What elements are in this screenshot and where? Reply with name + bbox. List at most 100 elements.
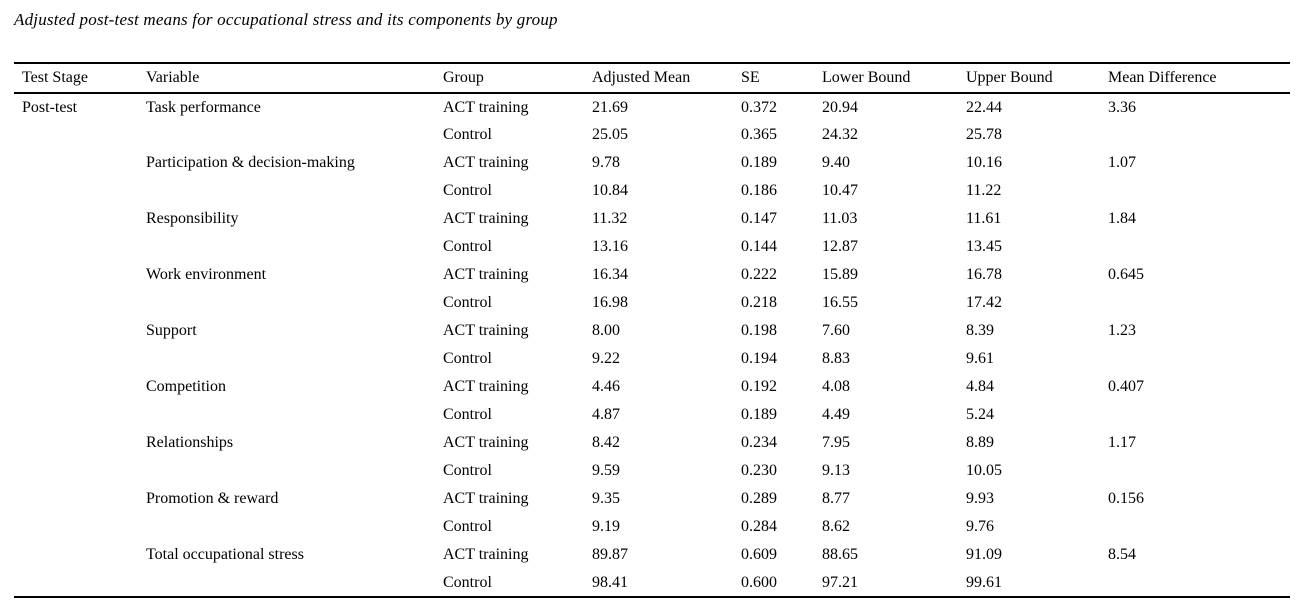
table-cell [14, 149, 146, 177]
column-header: Mean Difference [1108, 63, 1290, 94]
table-cell [14, 485, 146, 513]
table-cell: 8.89 [966, 434, 994, 451]
column-header: Adjusted Mean [592, 63, 741, 94]
table-row: Relationships ACT training 8.42 0.234 7.95 8.… [14, 429, 1290, 457]
table-cell: ACT training [443, 154, 529, 171]
table-cell: 0.234 [741, 434, 777, 451]
table-cell: 7.95 [822, 434, 850, 451]
table-cell: Control [443, 126, 492, 143]
table-cell [14, 401, 146, 429]
table-cell: Control [443, 518, 492, 535]
table-cell: ACT training [443, 434, 529, 451]
table-row: Control 9.22 0.194 8.83 9.61 [14, 345, 1290, 373]
table-row: Support ACT training 8.00 0.198 7.60 8.39 1.23 [14, 317, 1290, 345]
table-cell: Control [443, 182, 492, 199]
table-cell [1108, 569, 1290, 597]
table-cell: 0.218 [741, 294, 777, 311]
table-cell [146, 513, 443, 541]
table-cell: 8.39 [966, 322, 994, 339]
table-row: Control 10.84 0.186 10.47 11.22 [14, 177, 1290, 205]
table-cell [1108, 401, 1290, 429]
table-row: Competition ACT training 4.46 0.192 4.08 4.84… [14, 373, 1290, 401]
table-row: Post-test Task performance ACT training 21.… [14, 93, 1290, 121]
table-cell [14, 541, 146, 569]
table-cell [146, 457, 443, 485]
table-cell: 4.49 [822, 406, 850, 423]
table-cell: 9.22 [592, 350, 620, 367]
table-cell: Control [443, 350, 492, 367]
table-cell [14, 233, 146, 261]
table-cell: 8.54 [1108, 546, 1136, 563]
table-cell: 10.16 [966, 154, 1002, 171]
column-header: Group [443, 63, 592, 94]
table-cell: 8.77 [822, 490, 850, 507]
table-cell: 0.222 [741, 266, 777, 283]
table-cell [14, 289, 146, 317]
table-cell [146, 289, 443, 317]
table-cell: ACT training [443, 490, 529, 507]
table-cell: 25.05 [592, 126, 628, 143]
table-cell: Control [443, 573, 492, 591]
table-cell [1108, 345, 1290, 373]
table-cell: 1.23 [1108, 322, 1136, 339]
table-cell: 89.87 [592, 546, 628, 563]
table-cell: 11.61 [966, 210, 1002, 227]
table-cell: 13.45 [966, 238, 1002, 255]
table-cell: 0.372 [741, 98, 777, 116]
table-cell [146, 177, 443, 205]
table-cell: 9.35 [592, 490, 620, 507]
table-cell: 0.192 [741, 378, 777, 395]
table-cell: ACT training [443, 98, 529, 116]
table-cell: 7.60 [822, 322, 850, 339]
table-cell: 9.59 [592, 462, 620, 479]
table-cell: 4.84 [966, 378, 994, 395]
table-header-row: Test Stage Variable Group Adjusted Mean SE Lo… [14, 63, 1290, 94]
table-cell: 0.156 [1108, 490, 1144, 507]
table-cell: Total occupational stress [146, 546, 304, 563]
table-row: Control 98.41 0.600 97.21 99.61 [14, 569, 1290, 597]
table-cell: 11.32 [592, 210, 628, 227]
table-row: Work environment ACT training 16.34 0.222 15… [14, 261, 1290, 289]
table-cell: Control [443, 462, 492, 479]
table-cell [1108, 513, 1290, 541]
table-cell: Control [443, 406, 492, 423]
table-cell [14, 177, 146, 205]
table-cell: 0.600 [741, 573, 777, 591]
table-header: Test Stage Variable Group Adjusted Mean SE Lo… [14, 63, 1290, 94]
table-cell [14, 429, 146, 457]
table-cell [14, 261, 146, 289]
table-cell: 9.40 [822, 154, 850, 171]
column-header: Test Stage [14, 63, 146, 94]
table-cell: 0.289 [741, 490, 777, 507]
table-cell: 99.61 [966, 573, 1002, 591]
table-row: Control 16.98 0.218 16.55 17.42 [14, 289, 1290, 317]
table-cell: 13.16 [592, 238, 628, 255]
table-cell: 20.94 [822, 98, 858, 116]
table-cell: Post-test [22, 98, 78, 116]
table-cell: ACT training [443, 378, 529, 395]
table-cell: 16.78 [966, 266, 1002, 283]
table-cell [1108, 289, 1290, 317]
table-cell: 9.78 [592, 154, 620, 171]
table-cell: 8.00 [592, 322, 620, 339]
table-cell [14, 121, 146, 149]
table-cell: 0.144 [741, 238, 777, 255]
table-cell: Responsibility [146, 210, 239, 227]
table-cell: 8.62 [822, 518, 850, 535]
table-cell [1108, 457, 1290, 485]
table-cell [14, 373, 146, 401]
table-cell: 9.61 [966, 350, 994, 367]
table-cell [14, 317, 146, 345]
table-cell: 16.98 [592, 294, 628, 311]
table-body: Post-test Task performance ACT training 21.… [14, 93, 1290, 597]
table-cell: 0.284 [741, 518, 777, 535]
table-cell [1108, 121, 1290, 149]
table-row: Control 9.59 0.230 9.13 10.05 [14, 457, 1290, 485]
table-cell: ACT training [443, 322, 529, 339]
table-cell: 8.42 [592, 434, 620, 451]
table-cell [14, 345, 146, 373]
column-header: Variable [146, 63, 443, 94]
table-cell: Task performance [146, 98, 261, 116]
table-cell: 1.84 [1108, 210, 1136, 227]
